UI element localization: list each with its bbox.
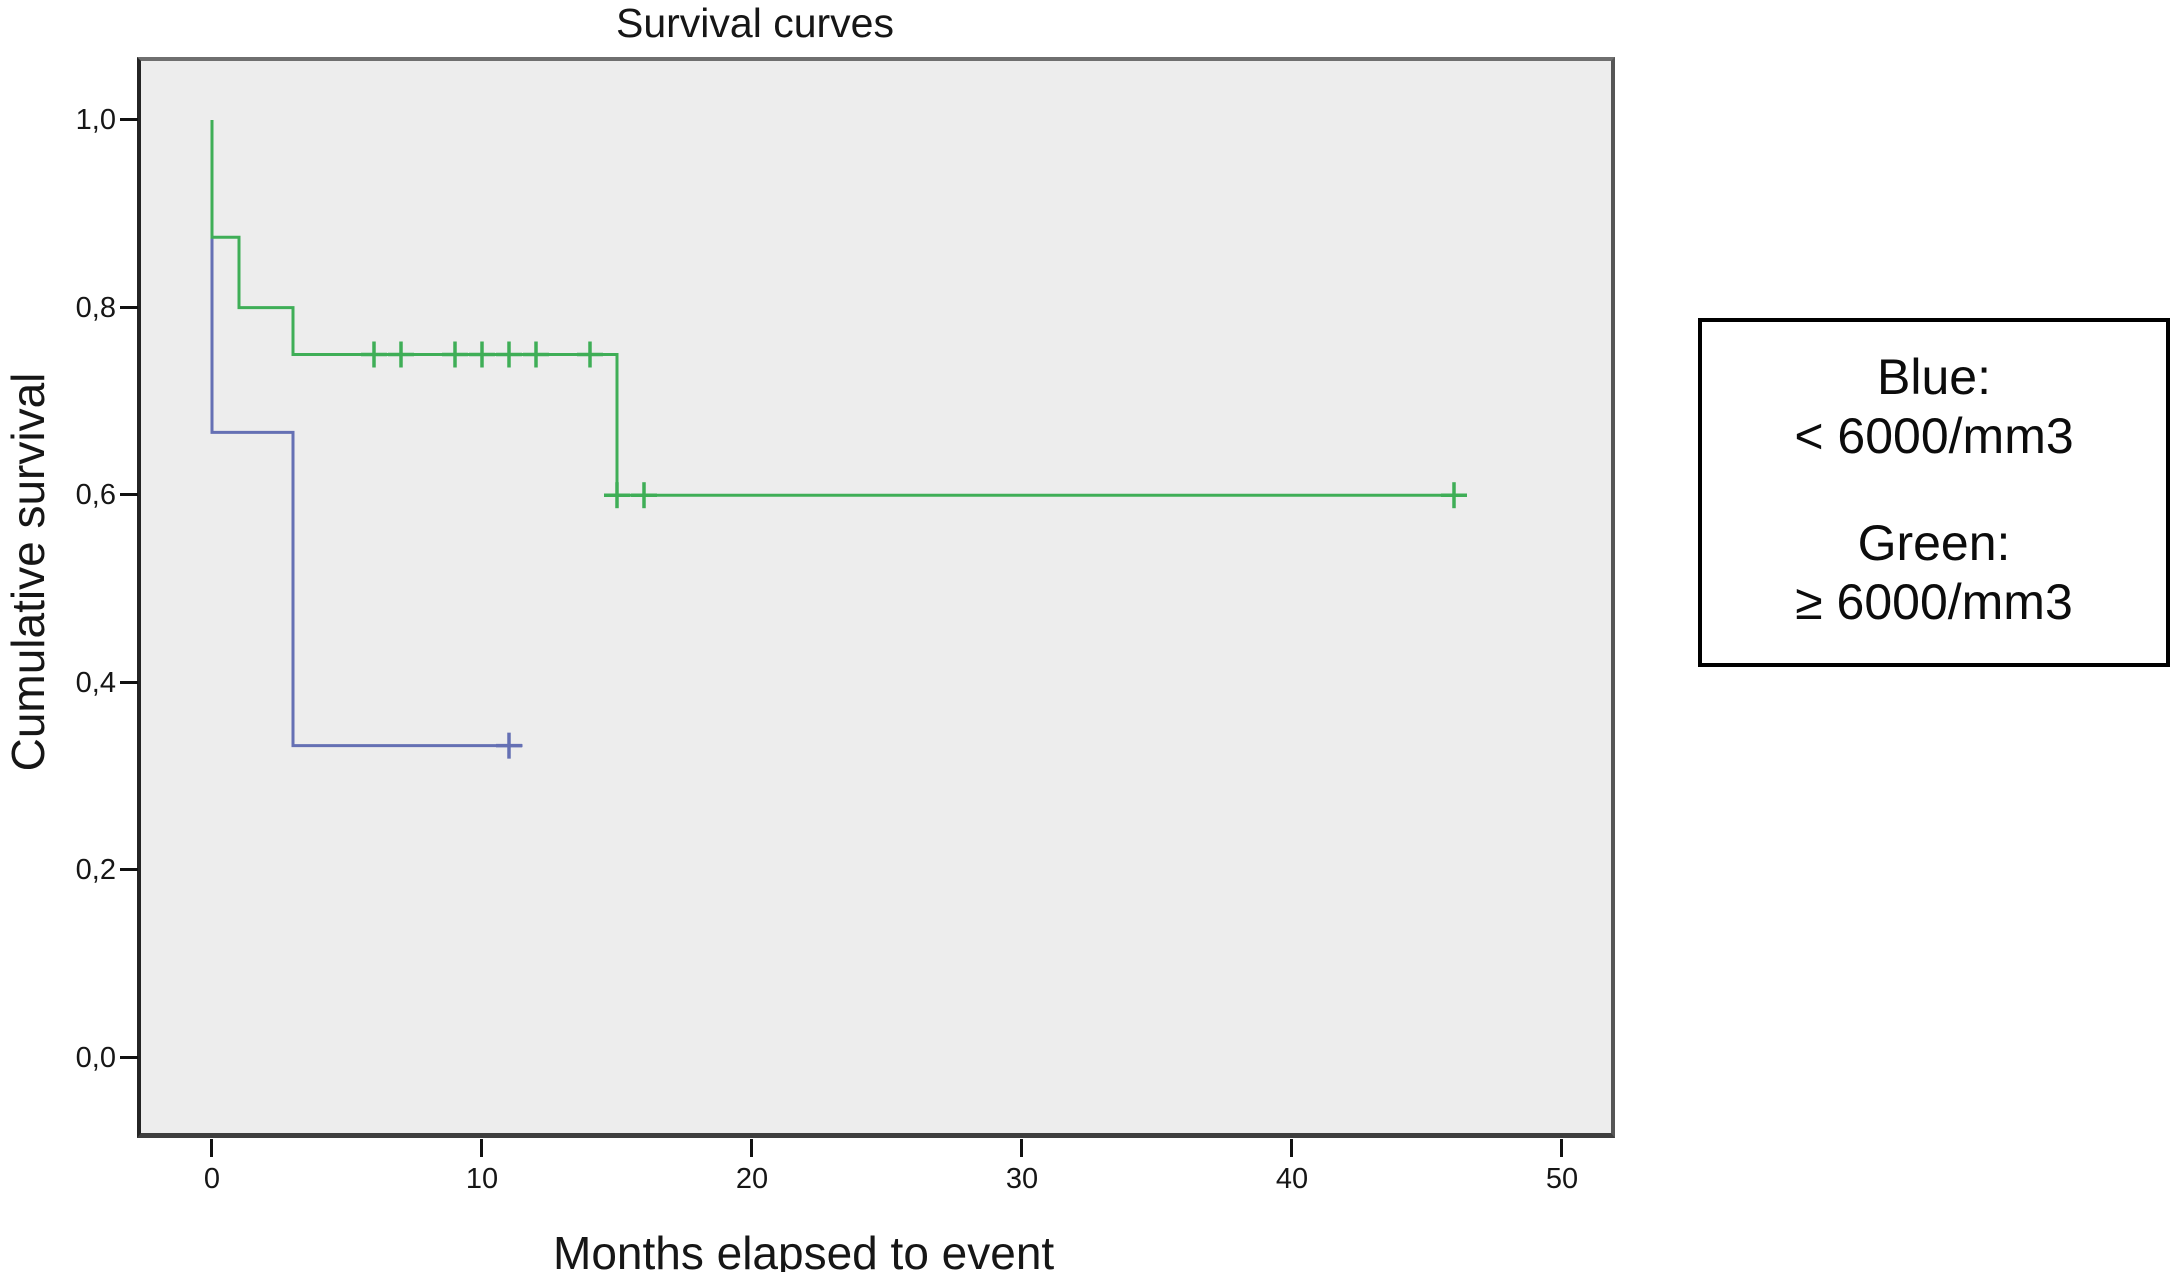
censor-mark-green — [631, 482, 657, 509]
y-tick-mark — [120, 680, 138, 684]
y-tick-label: 0,2 — [75, 854, 116, 887]
y-axis-label: Cumulative survival — [2, 372, 54, 772]
x-tick-mark — [480, 1139, 483, 1157]
x-tick-label: 50 — [1545, 1163, 1579, 1195]
y-tick-label: 0,0 — [75, 1042, 116, 1074]
chart-title: Survival curves — [616, 0, 894, 46]
legend-green-value: ≥ 6000/mm3 — [1795, 574, 2073, 630]
legend-box: Blue: < 6000/mm3 Green: ≥ 6000/mm3 — [1698, 318, 2170, 667]
x-tick-mark — [1290, 1139, 1293, 1157]
censor-mark-green — [1441, 482, 1467, 509]
x-tick-mark — [210, 1139, 213, 1157]
plot-area — [137, 57, 1615, 1138]
y-tick-mark — [120, 1056, 138, 1059]
x-tick-label: 30 — [1005, 1163, 1039, 1195]
y-tick-mark — [120, 305, 138, 309]
x-tick-mark — [750, 1139, 753, 1157]
y-tick-label: 0,8 — [75, 291, 116, 324]
y-tick-label: 1,0 — [75, 104, 116, 136]
censor-mark-green — [469, 341, 495, 368]
legend-blue-value: < 6000/mm3 — [1794, 408, 2074, 464]
censor-mark-green — [442, 341, 468, 368]
x-tick-label: 20 — [735, 1163, 769, 1195]
x-tick-label: 10 — [465, 1163, 499, 1195]
censor-mark-green — [388, 341, 414, 368]
x-axis-label: Months elapsed to event — [553, 1227, 1055, 1272]
censor-mark-green — [523, 341, 549, 368]
x-tick-mark — [1560, 1139, 1563, 1157]
survival-curve-blue — [210, 120, 523, 748]
y-tick-mark — [120, 868, 138, 872]
censor-mark-green — [361, 341, 387, 368]
legend-blue-title: Blue: — [1877, 349, 1991, 405]
censor-mark-blue — [496, 732, 522, 759]
y-tick-mark — [120, 118, 138, 121]
x-tick-label: 0 — [203, 1163, 221, 1195]
legend-green-title: Green: — [1857, 515, 2011, 571]
censor-mark-green — [496, 341, 522, 368]
y-tick-label: 0,6 — [75, 479, 116, 512]
x-tick-label: 40 — [1275, 1163, 1309, 1195]
censor-mark-green — [577, 341, 603, 368]
survival-curve-green — [210, 120, 1460, 497]
legend-spacer — [1702, 466, 2166, 514]
x-tick-mark — [1020, 1139, 1023, 1157]
survival-curves-svg — [210, 120, 1467, 759]
y-tick-label: 0,4 — [75, 666, 116, 699]
y-tick-mark — [120, 493, 138, 497]
censor-mark-green — [604, 482, 630, 509]
